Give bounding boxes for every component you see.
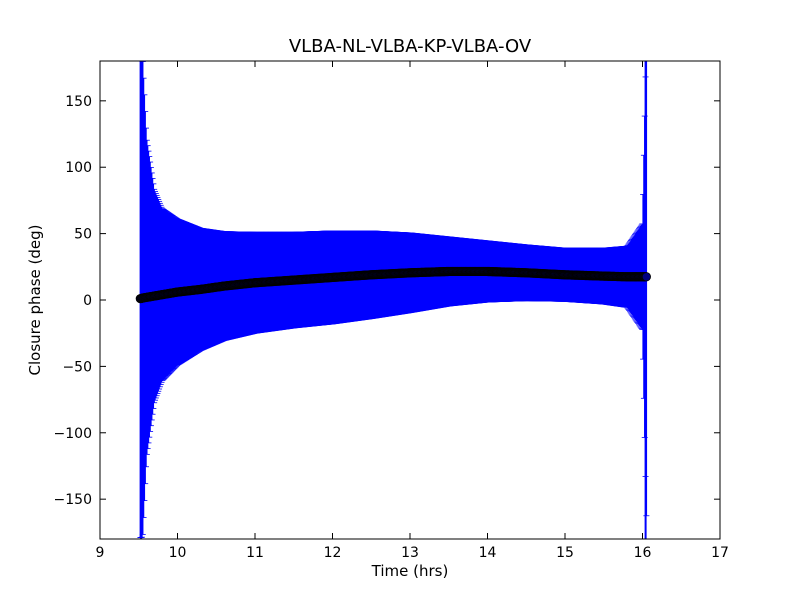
x-axis-label: Time (hrs) [371,562,449,580]
data-point [641,272,651,282]
y-tick-label: 50 [74,227,92,243]
y-tick-label: −150 [54,492,92,508]
x-tick-label: 9 [96,545,105,561]
x-tick-label: 13 [401,545,419,561]
x-tick-label: 14 [479,545,497,561]
y-tick-label: −50 [62,359,92,375]
x-tick-label: 12 [324,545,342,561]
y-tick-label: 100 [65,160,92,176]
x-tick-label: 16 [634,545,652,561]
x-tick-label: 10 [169,545,187,561]
data-point-layer [135,266,651,304]
x-tick-label: 11 [246,545,264,561]
x-tick-label: 17 [711,545,729,561]
error-bar-layer [137,61,650,539]
y-tick-label: −100 [54,426,92,442]
axis-ticks: 9 10 11 12 13 14 15 16 17 −150 −100 −50 0 50 100 150 [54,61,729,561]
y-tick-label: 150 [65,94,92,110]
chart-title: VLBA-NL-VLBA-KP-VLBA-OV [289,36,532,57]
y-tick-label: 0 [83,293,92,309]
x-tick-label: 15 [556,545,574,561]
y-axis-label: Closure phase (deg) [26,225,44,376]
